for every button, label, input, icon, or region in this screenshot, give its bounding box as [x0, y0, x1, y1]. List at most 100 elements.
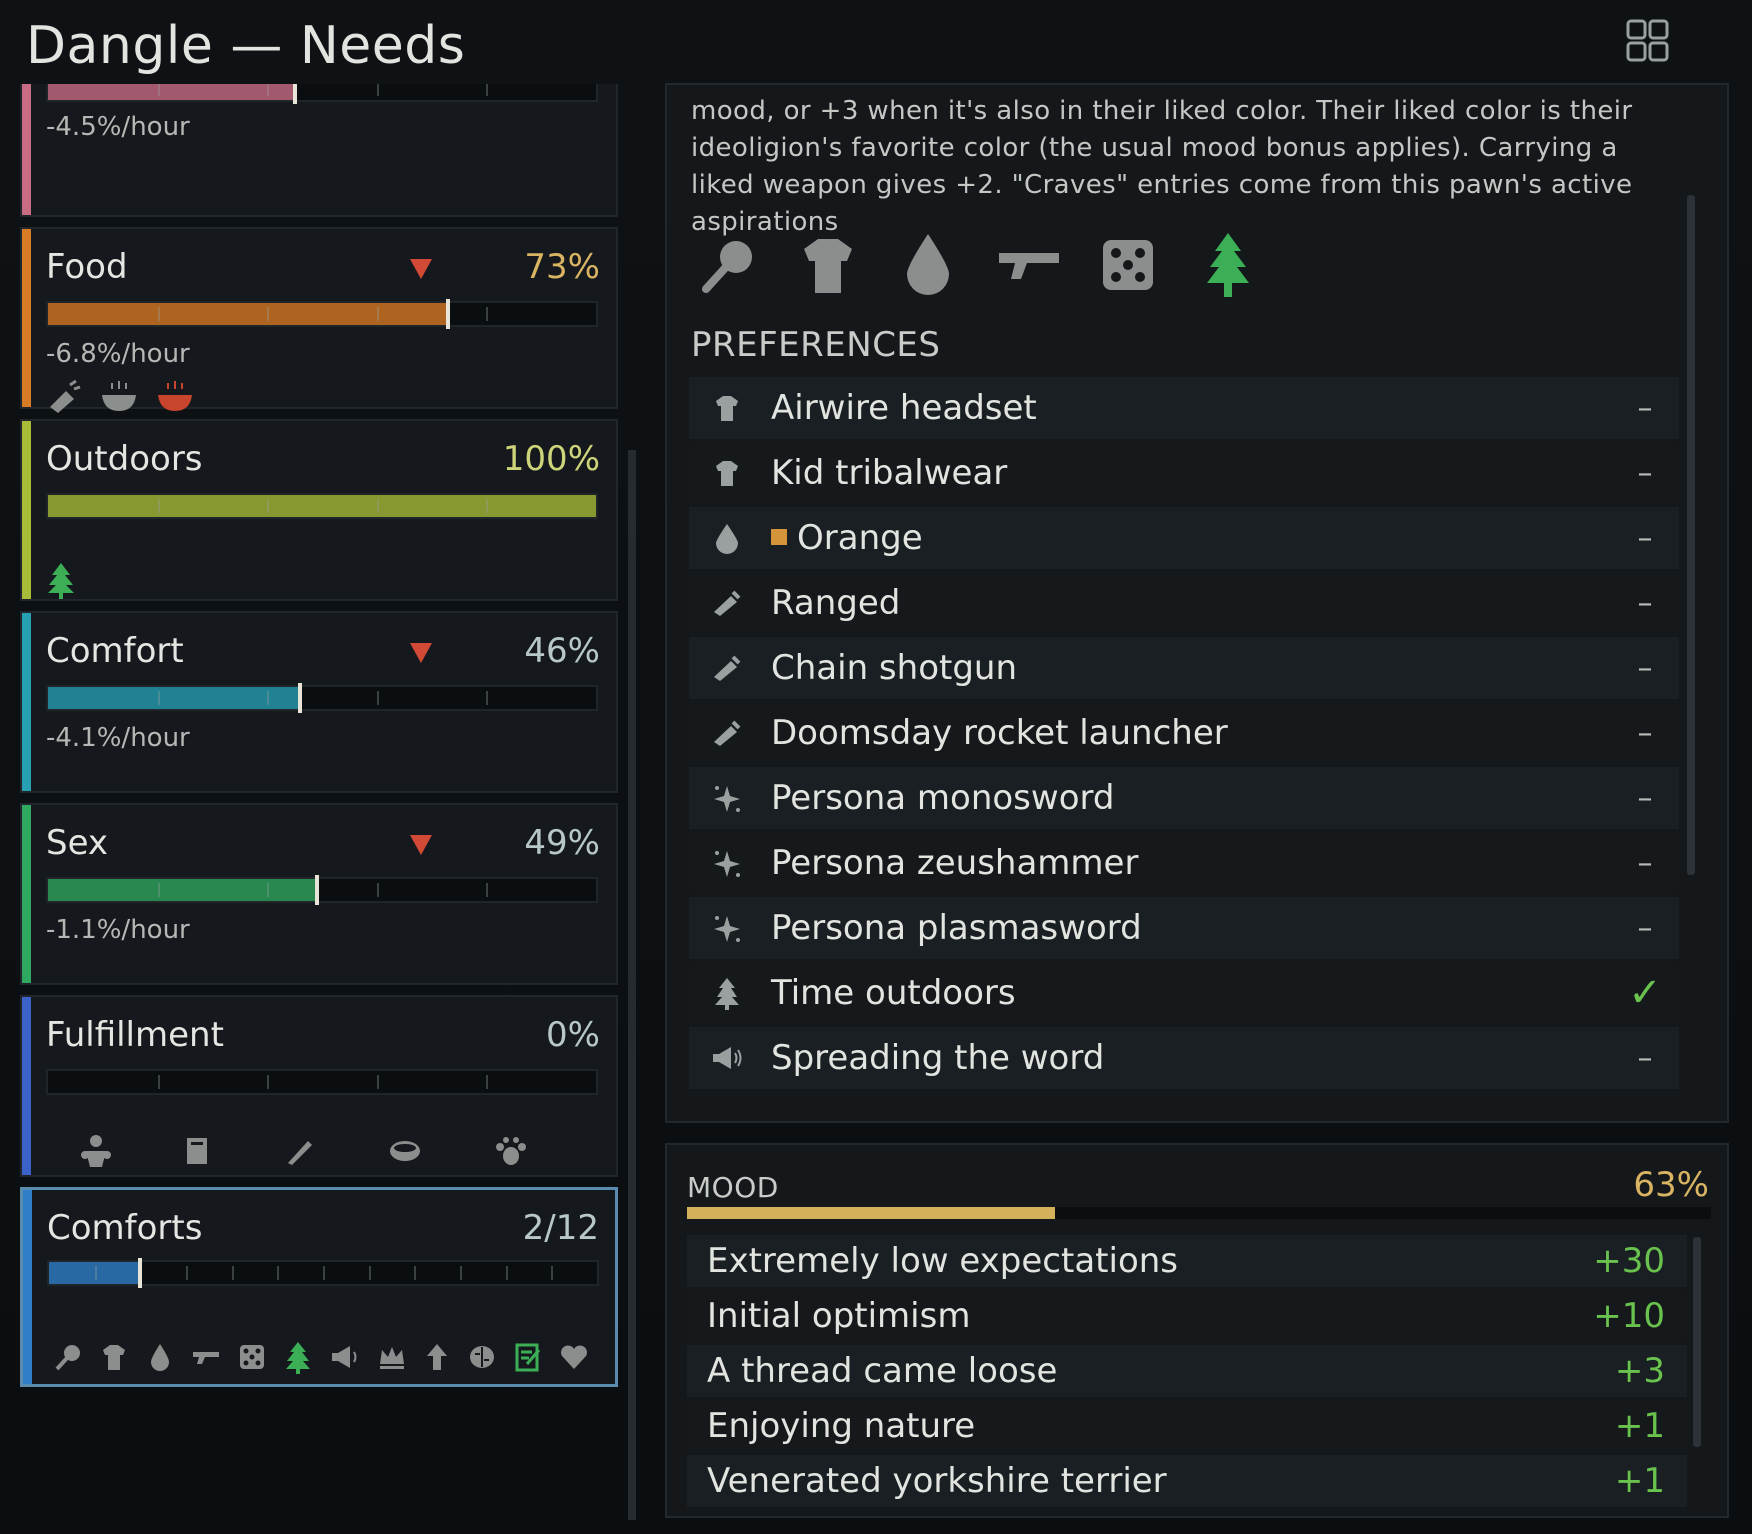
preference-row[interactable]: Kid tribalwear –	[689, 442, 1679, 504]
bar-tick	[486, 1075, 489, 1089]
preference-label: Spreading the word	[771, 1038, 1615, 1078]
thought-label: A thread came loose	[707, 1351, 1058, 1391]
thought-label: Extremely low expectations	[707, 1241, 1179, 1281]
megaphone-icon	[701, 1043, 753, 1073]
preference-row[interactable]: Time outdoors ✓	[689, 962, 1679, 1024]
crown-icon	[380, 1347, 404, 1369]
bar-tick	[157, 883, 160, 897]
need-bar-fill	[48, 84, 295, 100]
need-rate: -4.1%/hour	[46, 723, 190, 753]
bar-tick	[157, 691, 160, 705]
mood-thought-row[interactable]: Venerated yorkshire terrier +1	[687, 1455, 1687, 1507]
need-name: Food	[46, 247, 128, 287]
need-percent: 73%	[524, 247, 600, 287]
preference-status: –	[1637, 520, 1653, 556]
drop-icon	[701, 522, 753, 554]
preference-row[interactable]: Orange –	[689, 507, 1679, 569]
need-bar-fill	[48, 879, 317, 901]
preference-label-text: Persona monosword	[771, 778, 1115, 818]
grid-icon	[1626, 19, 1669, 62]
category-tab-club[interactable]	[697, 230, 759, 300]
category-tab-recreation[interactable]	[1097, 230, 1159, 300]
bar-tick	[157, 84, 160, 96]
gun-icon	[193, 1352, 219, 1364]
shirt-icon	[804, 239, 852, 293]
mood-thought-row[interactable]: Initial optimism +10	[687, 1290, 1687, 1342]
bar-tick	[414, 1266, 417, 1280]
note-icon	[515, 1343, 541, 1372]
need-bar	[46, 493, 598, 519]
trend-down-icon	[410, 643, 432, 663]
preference-row[interactable]: Doomsday rocket launcher –	[689, 702, 1679, 764]
category-tab-weapon[interactable]	[997, 230, 1059, 300]
preference-status: –	[1637, 650, 1653, 686]
need-icons	[80, 1133, 528, 1169]
need-card-comforts[interactable]: Comforts 2/12	[20, 1187, 618, 1387]
need-card-comfort[interactable]: Comfort 46% -4.1%/hour	[20, 611, 618, 793]
tree-icon	[286, 1342, 310, 1374]
preference-status: –	[1637, 585, 1653, 621]
preference-row[interactable]: Chain shotgun –	[689, 637, 1679, 699]
window-title: Dangle — Needs	[26, 16, 466, 76]
category-tab-outdoors[interactable]	[1197, 230, 1259, 300]
need-bar-fill	[49, 1262, 141, 1284]
preferences-scrollbar[interactable]	[1687, 195, 1695, 875]
bar-tick	[486, 883, 489, 897]
meal-fine-icon	[102, 381, 136, 411]
drop-icon	[907, 234, 949, 295]
category-tab-apparel[interactable]	[797, 230, 859, 300]
mood-scrollbar[interactable]	[1693, 1237, 1701, 1447]
mood-bar	[687, 1207, 1711, 1219]
preference-label: Persona monosword	[771, 778, 1615, 818]
need-bar	[46, 683, 598, 713]
preference-label: Kid tribalwear	[771, 453, 1615, 493]
bar-tick	[486, 307, 489, 321]
club-icon	[702, 241, 752, 293]
preference-label-text: Doomsday rocket launcher	[771, 713, 1228, 753]
preference-label-text: Kid tribalwear	[771, 453, 1008, 493]
bar-level-marker	[138, 1258, 143, 1288]
preference-row[interactable]: Persona zeushammer –	[689, 832, 1679, 894]
need-card-fulfillment[interactable]: Fulfillment 0%	[20, 995, 618, 1177]
bar-tick	[376, 1075, 379, 1089]
preference-status: –	[1637, 455, 1653, 491]
preference-label-text: Airwire headset	[771, 388, 1037, 428]
need-card-outdoors[interactable]: Outdoors 100%	[20, 419, 618, 601]
thought-label: Enjoying nature	[707, 1406, 976, 1446]
need-name: Fulfillment	[46, 1015, 224, 1055]
bar-tick	[267, 691, 270, 705]
preference-label: Persona plasmasword	[771, 908, 1615, 948]
preference-row[interactable]: Persona plasmasword –	[689, 897, 1679, 959]
bar-tick	[277, 1266, 280, 1280]
preference-status: –	[1637, 780, 1653, 816]
layout-toggle-button[interactable]	[1624, 18, 1672, 64]
need-rate: -1.1%/hour	[46, 915, 190, 945]
preference-status: –	[1637, 1040, 1653, 1076]
mood-thought-row[interactable]: A thread came loose +3	[687, 1345, 1687, 1397]
preferences-panel: mood, or +3 when it's also in their like…	[665, 83, 1729, 1123]
need-card-food[interactable]: Food 73% -6.8%/hour	[20, 227, 618, 413]
need-percent: 2/12	[522, 1208, 599, 1248]
mood-thought-row[interactable]: Extremely low expectations +30	[687, 1235, 1687, 1287]
sparkle-icon	[701, 782, 753, 814]
preference-row[interactable]: Airwire headset –	[689, 377, 1679, 439]
weapon-icon	[701, 588, 753, 618]
mood-thought-row[interactable]: Enjoying nature +1	[687, 1400, 1687, 1452]
needs-scrollbar[interactable]	[628, 450, 636, 1520]
bar-tick	[376, 84, 379, 96]
mood-percent: 63%	[1633, 1165, 1709, 1205]
preference-row[interactable]: Persona monosword –	[689, 767, 1679, 829]
need-name: Outdoors	[46, 439, 203, 479]
need-card-top[interactable]: -4.5%/hour	[20, 84, 618, 217]
preference-row[interactable]: Spreading the word –	[689, 1027, 1679, 1089]
book-icon	[187, 1138, 207, 1164]
bar-tick	[486, 691, 489, 705]
club-icon	[55, 1345, 80, 1371]
bar-tick	[94, 1266, 97, 1280]
bar-level-marker	[314, 875, 319, 905]
bar-tick	[376, 499, 379, 513]
need-card-sex[interactable]: Sex 49% -1.1%/hour	[20, 803, 618, 985]
category-tab-color[interactable]	[897, 230, 959, 300]
preference-row[interactable]: Ranged –	[689, 572, 1679, 634]
